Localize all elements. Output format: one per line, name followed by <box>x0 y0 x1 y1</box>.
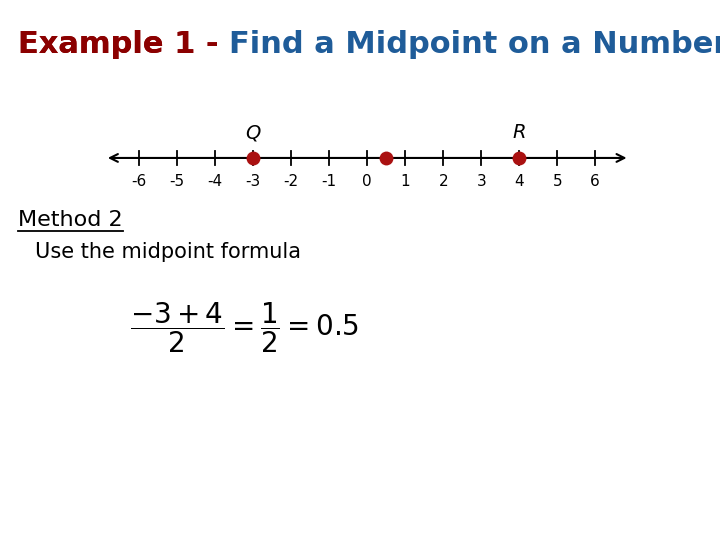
Text: Find a Midpoint on a Number Line: Find a Midpoint on a Number Line <box>229 30 720 59</box>
Text: 0: 0 <box>362 174 372 189</box>
Text: 4: 4 <box>514 174 524 189</box>
Text: -6: -6 <box>132 174 147 189</box>
Text: Example 1 -: Example 1 - <box>18 30 229 59</box>
Text: 1: 1 <box>400 174 410 189</box>
Text: -2: -2 <box>284 174 299 189</box>
Text: 6: 6 <box>590 174 600 189</box>
Text: Q: Q <box>246 123 261 142</box>
Text: Method 2: Method 2 <box>18 210 122 230</box>
Text: -3: -3 <box>246 174 261 189</box>
Text: $\dfrac{-3+4}{2} = \dfrac{1}{2} = 0.5$: $\dfrac{-3+4}{2} = \dfrac{1}{2} = 0.5$ <box>130 300 359 355</box>
Text: Example 1 -: Example 1 - <box>18 30 229 59</box>
Text: -4: -4 <box>207 174 222 189</box>
Point <box>513 153 525 162</box>
Text: 3: 3 <box>477 174 486 189</box>
Text: -1: -1 <box>322 174 337 189</box>
Text: -5: -5 <box>170 174 185 189</box>
Text: Use the midpoint formula: Use the midpoint formula <box>35 242 301 262</box>
Point <box>380 153 392 162</box>
Text: 2: 2 <box>438 174 448 189</box>
Point <box>248 153 259 162</box>
Text: 5: 5 <box>552 174 562 189</box>
Text: R: R <box>513 123 526 142</box>
